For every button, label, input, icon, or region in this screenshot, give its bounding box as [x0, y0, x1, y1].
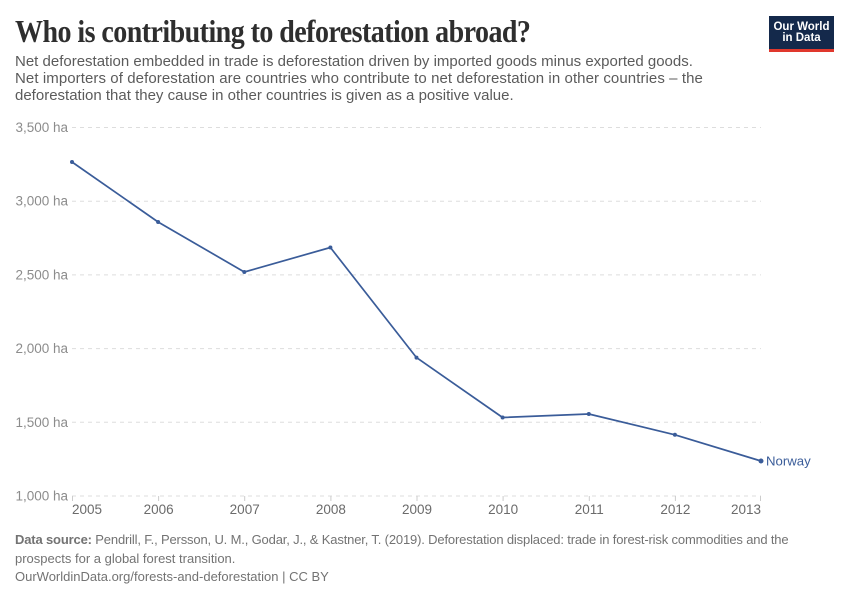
svg-text:3,500 ha: 3,500 ha [15, 120, 68, 135]
svg-text:2012: 2012 [660, 502, 690, 517]
svg-text:2006: 2006 [144, 502, 174, 517]
svg-text:2011: 2011 [575, 502, 604, 517]
svg-text:2008: 2008 [316, 502, 346, 517]
svg-text:3,000 ha: 3,000 ha [15, 194, 68, 209]
svg-text:2013: 2013 [731, 502, 761, 517]
svg-text:2,500 ha: 2,500 ha [15, 267, 68, 282]
svg-text:1,500 ha: 1,500 ha [15, 415, 68, 430]
svg-text:1,000 ha: 1,000 ha [15, 489, 68, 504]
svg-text:2007: 2007 [230, 502, 260, 517]
svg-text:2009: 2009 [402, 502, 432, 517]
svg-text:2,000 ha: 2,000 ha [15, 341, 68, 356]
svg-text:2005: 2005 [72, 502, 102, 517]
svg-text:2010: 2010 [488, 502, 518, 517]
svg-text:Norway: Norway [766, 454, 811, 469]
